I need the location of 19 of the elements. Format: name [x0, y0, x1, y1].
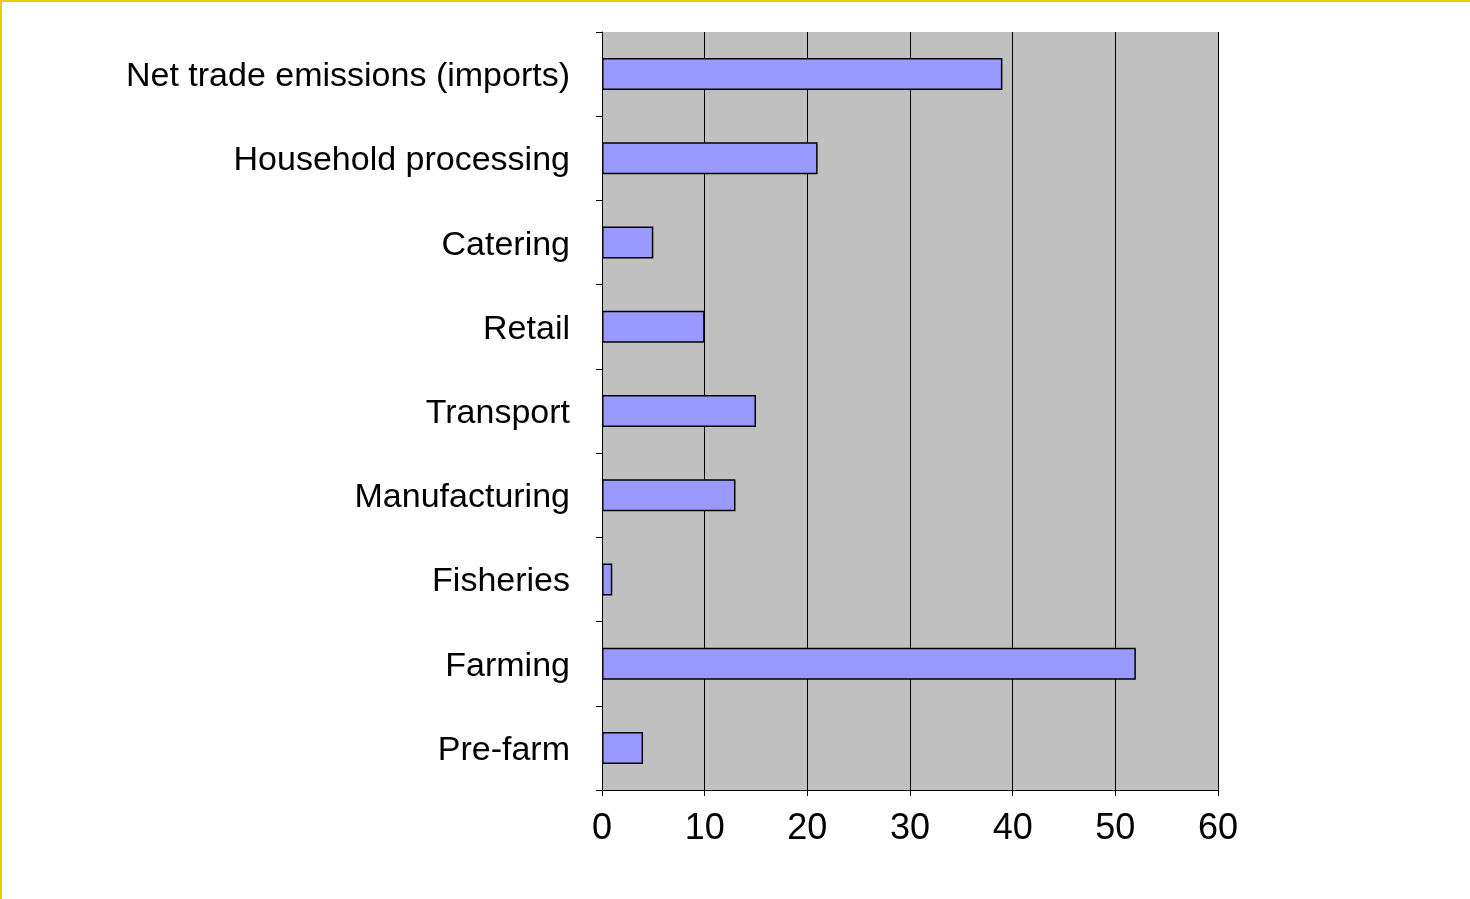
- bar: [602, 226, 654, 259]
- x-tick-label: 0: [591, 805, 613, 847]
- y-tick-label: Farming: [445, 644, 570, 683]
- x-tick-label: 50: [1095, 805, 1136, 847]
- y-tick-label: Retail: [483, 307, 570, 346]
- y-tick-label: Transport: [425, 392, 571, 430]
- bar: [602, 563, 613, 596]
- x-tick-label: 20: [787, 805, 828, 847]
- y-tick-label: Manufacturing: [354, 476, 570, 515]
- x-tick-label: 10: [684, 805, 725, 847]
- y-tick-label: Catering: [441, 223, 570, 262]
- x-tick-label: 30: [889, 805, 931, 847]
- x-tick-label: 40: [992, 805, 1033, 847]
- y-tick-label: Fisheries: [432, 560, 570, 599]
- y-tick-label: Net trade emissions (imports): [125, 55, 570, 94]
- y-tick-label: Pre-farm: [437, 728, 570, 767]
- x-tick-label: 60: [1197, 805, 1239, 847]
- y-tick-label: Household processing: [233, 139, 570, 178]
- bar: [602, 731, 644, 764]
